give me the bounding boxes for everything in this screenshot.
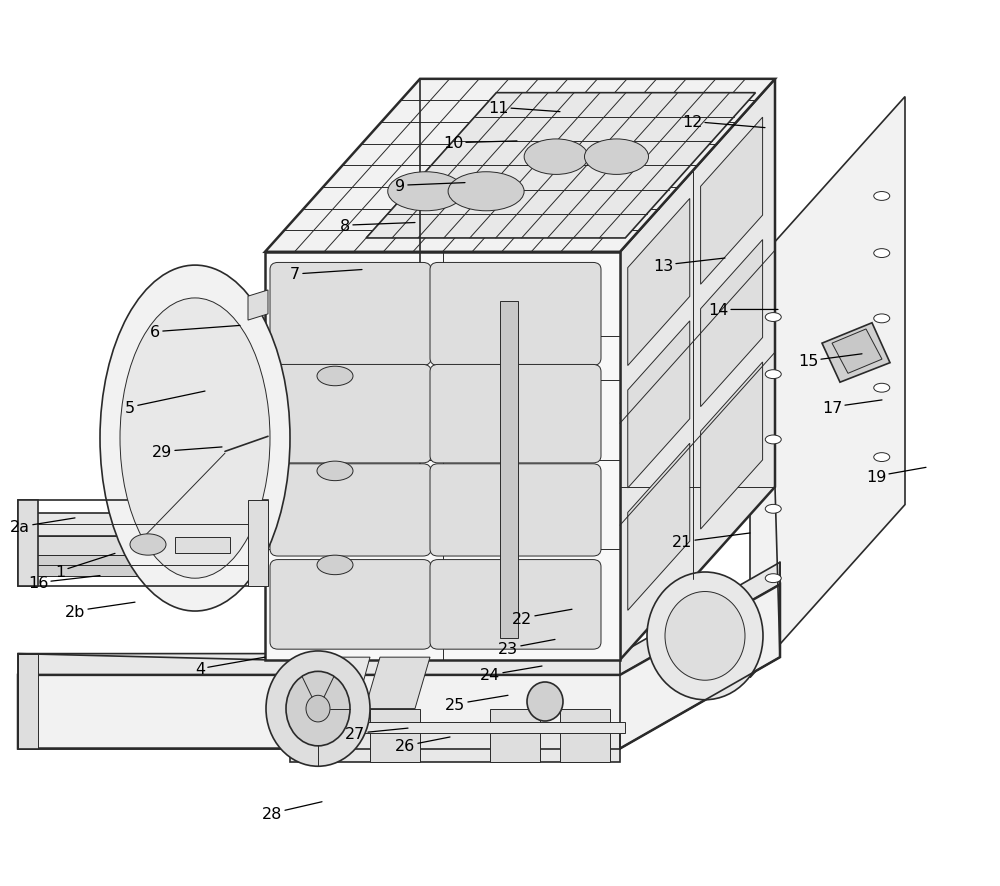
Polygon shape	[25, 556, 265, 576]
Polygon shape	[265, 80, 775, 253]
Text: 29: 29	[152, 445, 222, 459]
Ellipse shape	[266, 651, 370, 766]
Bar	[500, 301, 518, 638]
Ellipse shape	[765, 314, 781, 323]
Ellipse shape	[874, 249, 890, 258]
Text: 28: 28	[262, 802, 322, 820]
Polygon shape	[25, 536, 265, 556]
Polygon shape	[18, 654, 38, 749]
Text: 9: 9	[395, 179, 465, 193]
Ellipse shape	[130, 534, 166, 556]
Polygon shape	[701, 362, 763, 530]
Ellipse shape	[120, 299, 270, 579]
Bar	[175, 538, 230, 554]
Ellipse shape	[874, 315, 890, 323]
Ellipse shape	[665, 592, 745, 680]
Ellipse shape	[874, 453, 890, 462]
Ellipse shape	[388, 173, 464, 212]
Ellipse shape	[874, 384, 890, 392]
Text: 6: 6	[150, 325, 240, 339]
Text: 21: 21	[672, 533, 750, 549]
Polygon shape	[832, 330, 882, 374]
Text: 7: 7	[290, 268, 362, 282]
Text: 2b: 2b	[65, 602, 135, 618]
Ellipse shape	[765, 436, 781, 445]
Polygon shape	[305, 657, 370, 731]
Ellipse shape	[286, 672, 350, 746]
Text: 27: 27	[345, 727, 408, 741]
Text: 13: 13	[653, 259, 725, 273]
Polygon shape	[350, 722, 625, 734]
Polygon shape	[628, 322, 690, 488]
FancyBboxPatch shape	[430, 464, 601, 556]
Ellipse shape	[100, 266, 290, 611]
Text: 23: 23	[498, 640, 555, 656]
Text: 11: 11	[488, 101, 560, 115]
Polygon shape	[628, 444, 690, 610]
Text: 22: 22	[512, 610, 572, 626]
Polygon shape	[248, 291, 268, 321]
Polygon shape	[750, 97, 905, 678]
Polygon shape	[490, 709, 540, 762]
Text: 24: 24	[480, 666, 542, 682]
Text: 8: 8	[340, 219, 415, 233]
FancyBboxPatch shape	[430, 263, 601, 366]
Ellipse shape	[874, 192, 890, 201]
Polygon shape	[365, 657, 430, 709]
Text: 12: 12	[682, 115, 765, 129]
Polygon shape	[25, 514, 265, 536]
FancyBboxPatch shape	[270, 560, 431, 649]
Ellipse shape	[317, 462, 353, 481]
Ellipse shape	[765, 574, 781, 583]
Text: 5: 5	[125, 392, 205, 415]
Ellipse shape	[765, 370, 781, 379]
Text: 10: 10	[443, 136, 517, 151]
Text: 14: 14	[708, 303, 778, 317]
Ellipse shape	[527, 682, 563, 721]
FancyBboxPatch shape	[270, 365, 431, 463]
Text: 2a: 2a	[10, 518, 75, 534]
Ellipse shape	[317, 367, 353, 386]
Polygon shape	[701, 240, 763, 408]
FancyBboxPatch shape	[270, 464, 431, 556]
Polygon shape	[248, 501, 268, 587]
FancyBboxPatch shape	[430, 560, 601, 649]
Polygon shape	[18, 501, 38, 587]
Text: 26: 26	[395, 737, 450, 753]
Polygon shape	[18, 585, 780, 749]
FancyBboxPatch shape	[430, 365, 601, 463]
Polygon shape	[701, 118, 763, 285]
Ellipse shape	[647, 572, 763, 700]
Text: 15: 15	[798, 354, 862, 369]
Ellipse shape	[524, 140, 588, 175]
Text: 17: 17	[822, 400, 882, 415]
Polygon shape	[628, 199, 690, 366]
Polygon shape	[18, 563, 780, 675]
FancyBboxPatch shape	[270, 263, 431, 366]
Text: 25: 25	[445, 696, 508, 711]
Ellipse shape	[584, 140, 648, 175]
Text: 1: 1	[55, 554, 115, 579]
Ellipse shape	[306, 696, 330, 722]
Ellipse shape	[448, 173, 524, 212]
Text: 4: 4	[195, 657, 265, 676]
Text: 16: 16	[28, 576, 100, 590]
Text: 19: 19	[866, 468, 926, 484]
Polygon shape	[290, 731, 620, 762]
Polygon shape	[620, 80, 775, 660]
Ellipse shape	[765, 505, 781, 514]
Polygon shape	[370, 709, 420, 762]
Polygon shape	[822, 323, 890, 383]
Polygon shape	[366, 94, 756, 238]
Ellipse shape	[317, 556, 353, 575]
Polygon shape	[265, 253, 620, 660]
Polygon shape	[560, 709, 610, 762]
